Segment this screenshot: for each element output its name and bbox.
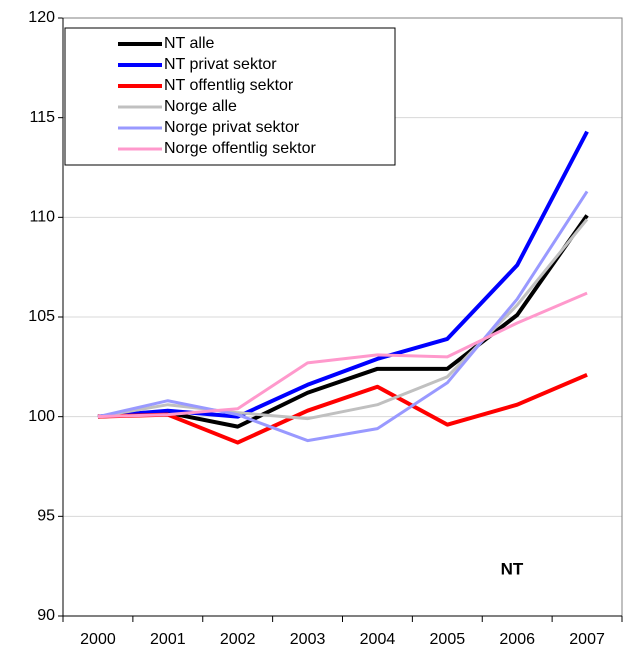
legend-label: Norge offentlig sektor: [164, 140, 316, 157]
x-tick-label: 2003: [290, 631, 326, 648]
series-line: [97, 214, 589, 429]
legend-label: Norge privat sektor: [164, 119, 300, 136]
y-tick-label: 105: [28, 308, 55, 325]
y-tick-label: 120: [28, 9, 55, 26]
legend-label: NT privat sektor: [164, 56, 277, 73]
x-tick-label: 2005: [430, 631, 466, 648]
series-line: [97, 291, 588, 419]
x-tick-label: 2001: [150, 631, 186, 648]
series-line: [97, 130, 589, 419]
series-line: [97, 218, 589, 421]
x-tick-label: 2000: [80, 631, 116, 648]
legend-label: NT alle: [164, 35, 214, 52]
y-tick-label: 90: [37, 607, 55, 624]
annotation: NT: [501, 559, 524, 578]
legend-label: NT offentlig sektor: [164, 77, 294, 94]
legend-label: Norge alle: [164, 98, 237, 115]
y-tick-label: 100: [28, 408, 55, 425]
x-tick-label: 2007: [569, 631, 605, 648]
legend-box: [64, 27, 396, 166]
y-tick-label: 115: [29, 109, 55, 126]
y-tick-label: 110: [29, 209, 55, 226]
series-line: [97, 372, 588, 445]
series-line: [97, 190, 589, 443]
y-tick-label: 95: [37, 508, 55, 525]
x-tick-label: 2002: [220, 631, 256, 648]
x-tick-label: 2004: [360, 631, 396, 648]
x-tick-label: 2006: [499, 631, 535, 648]
